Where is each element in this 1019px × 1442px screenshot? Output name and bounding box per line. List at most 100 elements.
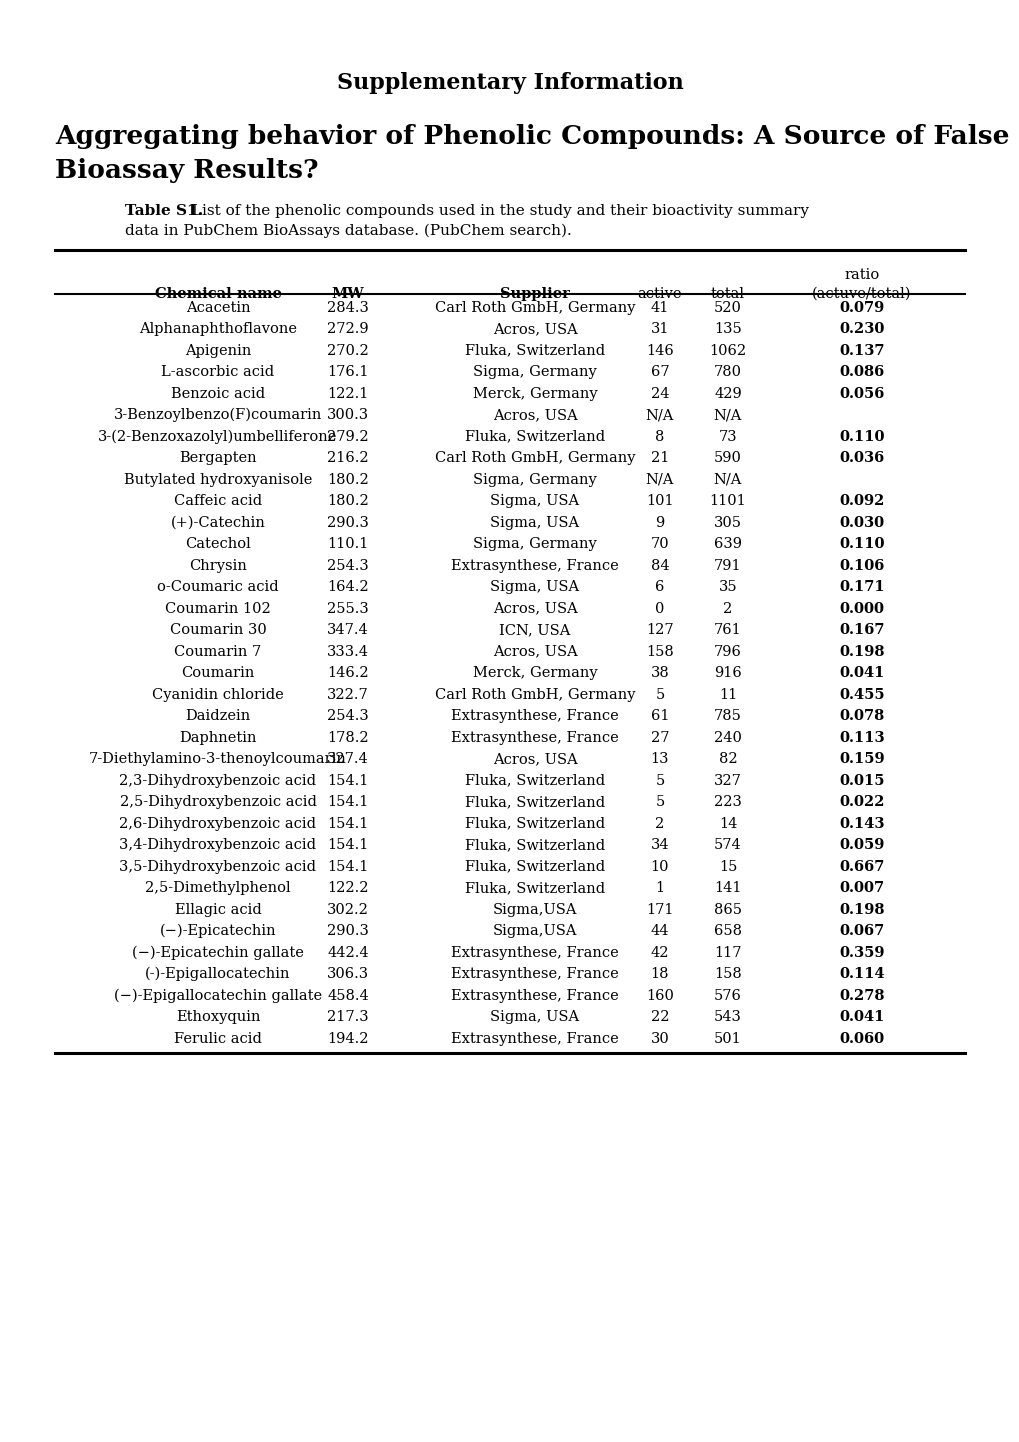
Text: 1101: 1101 [709, 495, 746, 508]
Text: 0.198: 0.198 [839, 645, 883, 659]
Text: 154.1: 154.1 [327, 859, 368, 874]
Text: 272.9: 272.9 [327, 322, 369, 336]
Text: 21: 21 [650, 451, 668, 466]
Text: 0.059: 0.059 [839, 838, 883, 852]
Text: 84: 84 [650, 558, 668, 572]
Text: 0.137: 0.137 [839, 343, 883, 358]
Text: 0.078: 0.078 [839, 709, 883, 724]
Text: 1: 1 [655, 881, 664, 895]
Text: 306.3: 306.3 [327, 968, 369, 981]
Text: Sigma, Germany: Sigma, Germany [473, 365, 596, 379]
Text: 0.060: 0.060 [839, 1031, 883, 1045]
Text: Table S1.: Table S1. [125, 203, 203, 218]
Text: (−)-Epicatechin gallate: (−)-Epicatechin gallate [131, 946, 304, 960]
Text: 3-(2-Benzoxazolyl)umbelliferone: 3-(2-Benzoxazolyl)umbelliferone [98, 430, 337, 444]
Text: 791: 791 [713, 558, 741, 572]
Text: 796: 796 [713, 645, 741, 659]
Text: N/A: N/A [713, 473, 742, 487]
Text: 0.041: 0.041 [839, 1011, 883, 1024]
Text: Extrasynthese, France: Extrasynthese, France [450, 731, 619, 744]
Text: 73: 73 [718, 430, 737, 444]
Text: 0.106: 0.106 [839, 558, 883, 572]
Text: Apigenin: Apigenin [184, 343, 251, 358]
Text: Cyanidin chloride: Cyanidin chloride [152, 688, 283, 702]
Text: Ellagic acid: Ellagic acid [174, 903, 261, 917]
Text: Fluka, Switzerland: Fluka, Switzerland [465, 859, 604, 874]
Text: 520: 520 [713, 301, 741, 314]
Text: 290.3: 290.3 [327, 516, 369, 529]
Text: 576: 576 [713, 989, 741, 1002]
Text: 146: 146 [645, 343, 674, 358]
Text: 0.359: 0.359 [839, 946, 883, 960]
Text: 0.041: 0.041 [839, 666, 883, 681]
Text: Ethoxyquin: Ethoxyquin [175, 1011, 260, 1024]
Text: total: total [710, 287, 744, 301]
Text: 82: 82 [718, 753, 737, 766]
Text: 2,6-Dihydroxybenzoic acid: 2,6-Dihydroxybenzoic acid [119, 816, 316, 831]
Text: 543: 543 [713, 1011, 741, 1024]
Text: 5: 5 [655, 795, 664, 809]
Text: Sigma,USA: Sigma,USA [492, 924, 577, 939]
Text: 255.3: 255.3 [327, 601, 369, 616]
Text: Sigma, USA: Sigma, USA [490, 495, 579, 508]
Text: 8: 8 [654, 430, 664, 444]
Text: 35: 35 [718, 580, 737, 594]
Text: 2,5-Dihydroxybenzoic acid: 2,5-Dihydroxybenzoic acid [119, 795, 316, 809]
Text: 0.159: 0.159 [839, 753, 883, 766]
Text: 0.086: 0.086 [839, 365, 883, 379]
Text: Fluka, Switzerland: Fluka, Switzerland [465, 795, 604, 809]
Text: 178.2: 178.2 [327, 731, 369, 744]
Text: 3,4-Dihydroxybenzoic acid: 3,4-Dihydroxybenzoic acid [119, 838, 316, 852]
Text: MW: MW [331, 287, 364, 301]
Text: Coumarin: Coumarin [181, 666, 255, 681]
Text: 158: 158 [645, 645, 674, 659]
Text: 67: 67 [650, 365, 668, 379]
Text: Daphnetin: Daphnetin [179, 731, 257, 744]
Text: Fluka, Switzerland: Fluka, Switzerland [465, 774, 604, 787]
Text: 2: 2 [722, 601, 732, 616]
Text: Fluka, Switzerland: Fluka, Switzerland [465, 343, 604, 358]
Text: 780: 780 [713, 365, 741, 379]
Text: 0.167: 0.167 [839, 623, 883, 637]
Text: 240: 240 [713, 731, 741, 744]
Text: 639: 639 [713, 538, 741, 551]
Text: 0.022: 0.022 [839, 795, 883, 809]
Text: Carl Roth GmbH, Germany: Carl Roth GmbH, Germany [434, 451, 635, 466]
Text: 284.3: 284.3 [327, 301, 369, 314]
Text: 0.143: 0.143 [839, 816, 883, 831]
Text: 7-Diethylamino-3-thenoylcoumarin: 7-Diethylamino-3-thenoylcoumarin [89, 753, 346, 766]
Text: 574: 574 [713, 838, 741, 852]
Text: 0.230: 0.230 [839, 322, 883, 336]
Text: 458.4: 458.4 [327, 989, 369, 1002]
Text: Carl Roth GmbH, Germany: Carl Roth GmbH, Germany [434, 688, 635, 702]
Text: Ferulic acid: Ferulic acid [174, 1031, 262, 1045]
Text: (-)-Epigallocatechin: (-)-Epigallocatechin [145, 968, 290, 982]
Text: 41: 41 [650, 301, 668, 314]
Text: 15: 15 [718, 859, 737, 874]
Text: 0.114: 0.114 [839, 968, 883, 981]
Text: 3,5-Dihydroxybenzoic acid: 3,5-Dihydroxybenzoic acid [119, 859, 316, 874]
Text: 13: 13 [650, 753, 668, 766]
Text: Extrasynthese, France: Extrasynthese, France [450, 989, 619, 1002]
Text: Extrasynthese, France: Extrasynthese, France [450, 1031, 619, 1045]
Text: 22: 22 [650, 1011, 668, 1024]
Text: 0.110: 0.110 [839, 538, 883, 551]
Text: 916: 916 [713, 666, 741, 681]
Text: 6: 6 [654, 580, 664, 594]
Text: Merck, Germany: Merck, Germany [472, 386, 597, 401]
Text: Alphanaphthoflavone: Alphanaphthoflavone [139, 322, 297, 336]
Text: 2: 2 [655, 816, 664, 831]
Text: 27: 27 [650, 731, 668, 744]
Text: 1062: 1062 [709, 343, 746, 358]
Text: 0.056: 0.056 [839, 386, 883, 401]
Text: 141: 141 [713, 881, 741, 895]
Text: 0.092: 0.092 [839, 495, 883, 508]
Text: Fluka, Switzerland: Fluka, Switzerland [465, 816, 604, 831]
Text: Coumarin 102: Coumarin 102 [165, 601, 271, 616]
Text: 785: 785 [713, 709, 741, 724]
Text: 154.1: 154.1 [327, 816, 368, 831]
Text: 5: 5 [655, 774, 664, 787]
Text: Merck, Germany: Merck, Germany [472, 666, 597, 681]
Text: L-ascorbic acid: L-ascorbic acid [161, 365, 274, 379]
Text: 176.1: 176.1 [327, 365, 369, 379]
